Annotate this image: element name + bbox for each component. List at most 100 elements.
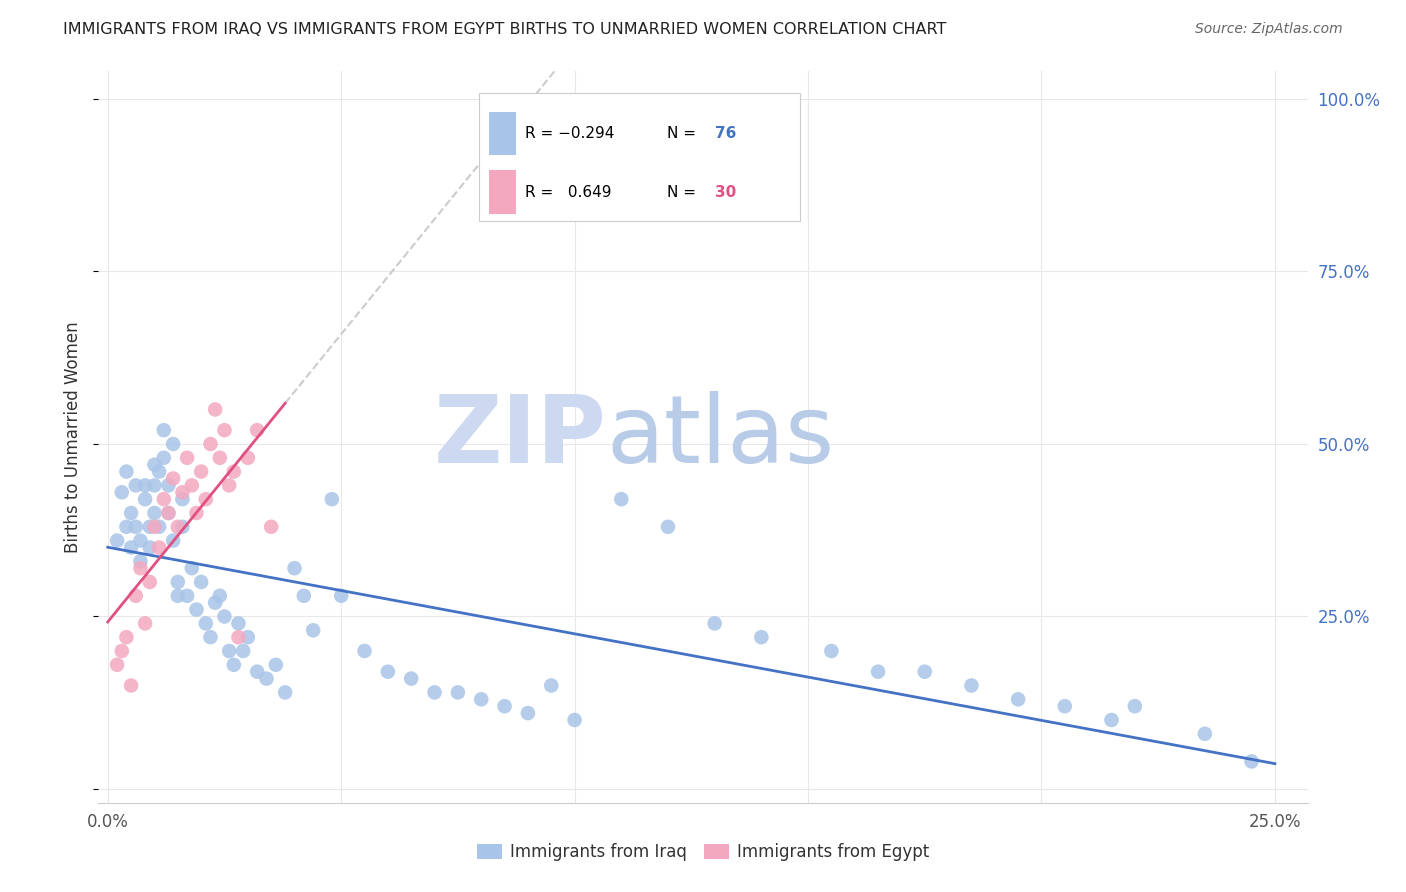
Point (960, 678, 983, 692)
Point (274, 685, 297, 699)
Point (610, 492, 633, 507)
Point (129, 561, 152, 575)
Point (564, 713, 586, 727)
Point (246, 665, 269, 679)
Text: R =   0.649: R = 0.649 (526, 185, 612, 200)
Point (447, 685, 470, 699)
Point (657, 520, 679, 534)
Point (176, 589, 198, 603)
Point (162, 533, 184, 548)
Point (377, 665, 399, 679)
Point (186, 602, 208, 616)
Text: IMMIGRANTS FROM IRAQ VS IMMIGRANTS FROM EGYPT BIRTHS TO UNMARRIED WOMEN CORRELAT: IMMIGRANTS FROM IRAQ VS IMMIGRANTS FROM … (63, 22, 946, 37)
FancyBboxPatch shape (489, 170, 516, 214)
Point (246, 423, 269, 437)
Point (129, 533, 152, 548)
Point (200, 437, 222, 451)
Point (214, 423, 236, 437)
Point (353, 644, 375, 658)
Point (214, 609, 236, 624)
Point (152, 423, 174, 437)
Point (1194, 727, 1216, 741)
Point (232, 644, 254, 658)
Point (143, 458, 166, 472)
Point (134, 616, 156, 631)
Point (172, 485, 194, 500)
Point (162, 437, 184, 451)
Point (208, 589, 231, 603)
Point (1123, 699, 1146, 714)
Point (194, 616, 217, 631)
Point (166, 574, 188, 589)
Point (148, 465, 170, 479)
Point (125, 478, 148, 492)
Text: N =: N = (666, 185, 700, 200)
Point (283, 561, 305, 575)
Point (204, 402, 226, 417)
Point (330, 589, 353, 603)
FancyBboxPatch shape (489, 112, 516, 155)
Point (172, 492, 194, 507)
Point (703, 616, 725, 631)
Point (820, 644, 842, 658)
Point (115, 520, 138, 534)
Point (143, 520, 166, 534)
Point (260, 520, 283, 534)
Point (204, 596, 226, 610)
Point (166, 589, 188, 603)
Point (120, 678, 142, 692)
Text: ZIP: ZIP (433, 391, 606, 483)
Point (256, 672, 278, 686)
Legend: Immigrants from Iraq, Immigrants from Egypt: Immigrants from Iraq, Immigrants from Eg… (470, 837, 936, 868)
FancyBboxPatch shape (479, 94, 800, 221)
Point (134, 492, 156, 507)
Point (1240, 755, 1263, 769)
Point (218, 644, 240, 658)
Point (139, 520, 162, 534)
Point (115, 465, 138, 479)
Point (134, 478, 156, 492)
Point (1007, 692, 1029, 706)
Point (190, 465, 212, 479)
Point (105, 533, 128, 548)
Point (180, 561, 202, 575)
Point (111, 485, 134, 500)
Point (157, 506, 180, 520)
Point (868, 665, 890, 679)
Text: atlas: atlas (606, 391, 835, 483)
Point (157, 478, 180, 492)
Point (751, 630, 773, 644)
Point (139, 574, 162, 589)
Point (264, 657, 287, 672)
Point (208, 450, 231, 465)
Y-axis label: Births to Unmarried Women: Births to Unmarried Women (65, 321, 83, 553)
Point (176, 450, 198, 465)
Point (190, 574, 212, 589)
Point (148, 520, 170, 534)
Point (399, 672, 422, 686)
Point (321, 492, 343, 507)
Point (236, 450, 259, 465)
Point (180, 478, 202, 492)
Point (120, 541, 142, 555)
Point (148, 541, 170, 555)
Point (302, 624, 325, 638)
Point (111, 644, 134, 658)
Point (120, 506, 142, 520)
Point (152, 450, 174, 465)
Point (423, 685, 446, 699)
Point (162, 471, 184, 485)
Point (516, 706, 538, 720)
Text: N =: N = (666, 126, 700, 141)
Point (1053, 699, 1076, 714)
Point (115, 630, 138, 644)
Point (125, 520, 148, 534)
Point (228, 630, 250, 644)
Point (172, 520, 194, 534)
Point (222, 465, 245, 479)
Text: Source: ZipAtlas.com: Source: ZipAtlas.com (1195, 22, 1343, 37)
Point (125, 589, 148, 603)
Point (228, 616, 250, 631)
Point (105, 657, 128, 672)
Point (200, 630, 222, 644)
